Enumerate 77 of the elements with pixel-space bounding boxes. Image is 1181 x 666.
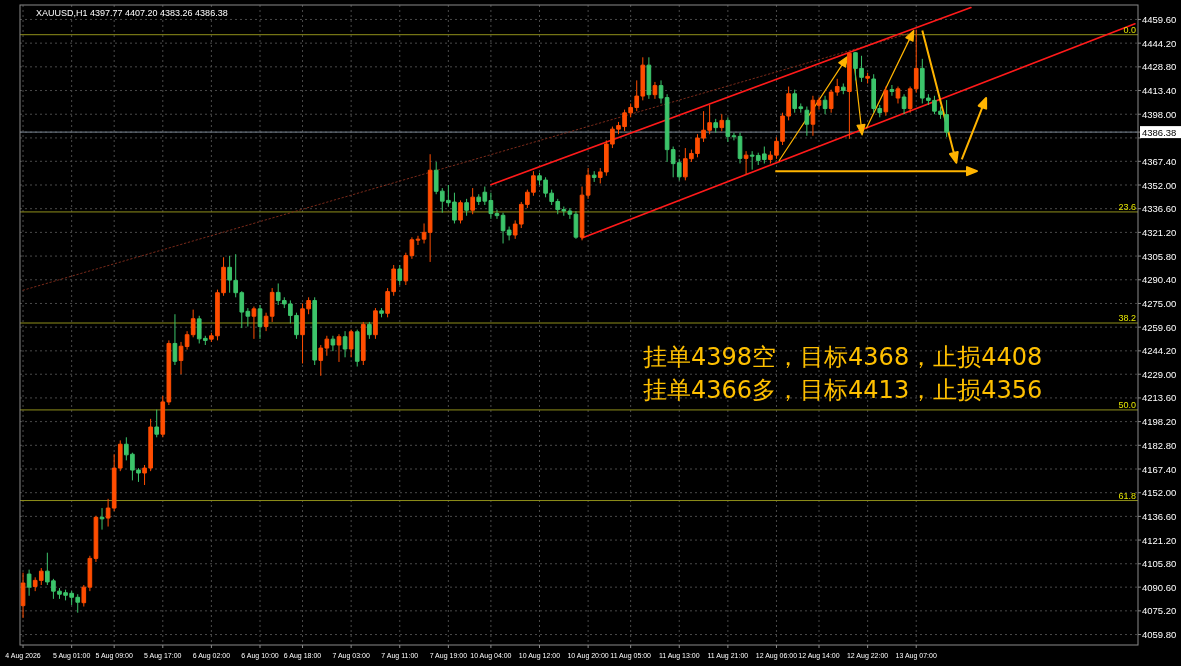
candlestick bbox=[889, 84, 895, 97]
y-tick-label: 4090.60 bbox=[1142, 581, 1177, 593]
candlestick bbox=[354, 329, 360, 368]
candlestick bbox=[494, 209, 500, 220]
candlestick bbox=[895, 86, 901, 104]
candlestick bbox=[810, 95, 816, 137]
candlestick bbox=[20, 572, 26, 619]
candlestick bbox=[901, 93, 907, 115]
y-tick-label: 4259.60 bbox=[1142, 321, 1177, 333]
y-tick-label: 4367.40 bbox=[1142, 155, 1177, 167]
candlestick bbox=[251, 306, 257, 340]
candlestick bbox=[26, 569, 32, 597]
candlestick bbox=[470, 187, 475, 215]
y-tick-label: 4244.20 bbox=[1142, 345, 1177, 357]
y-tick-label: 4121.20 bbox=[1142, 534, 1177, 546]
annotation: 挂单4398空，目标4368，止损4408 bbox=[643, 343, 1043, 371]
y-tick-label: 4413.40 bbox=[1142, 85, 1177, 97]
candlestick bbox=[257, 304, 263, 340]
y-tick-label: 4444.20 bbox=[1142, 37, 1177, 49]
y-tick-label: 4428.80 bbox=[1142, 61, 1177, 73]
candlestick bbox=[379, 307, 384, 318]
candlestick bbox=[804, 106, 810, 137]
chart-title: XAUUSD,H1 4397.77 4407.20 4383.26 4386.38 bbox=[36, 8, 228, 18]
candlestick bbox=[99, 507, 105, 531]
candlestick bbox=[348, 329, 354, 358]
y-tick-label: 4167.40 bbox=[1142, 463, 1177, 475]
candlestick bbox=[312, 296, 318, 366]
y-tick-label: 4321.20 bbox=[1142, 226, 1177, 238]
candlestick bbox=[464, 198, 469, 217]
y-tick-label: 4213.60 bbox=[1142, 392, 1177, 404]
y-tick-label: 4336.60 bbox=[1142, 203, 1177, 215]
annotation: 23.6 bbox=[1118, 201, 1136, 212]
y-tick-label: 4386.38 bbox=[1142, 126, 1177, 138]
candlestick bbox=[373, 307, 378, 340]
candlestick bbox=[713, 118, 719, 134]
candlestick bbox=[330, 335, 336, 352]
annotation: 61.8 bbox=[1118, 490, 1136, 501]
candlestick bbox=[397, 264, 403, 286]
y-tick-label: 4152.00 bbox=[1142, 487, 1177, 499]
candlestick bbox=[591, 170, 597, 183]
candlestick bbox=[865, 72, 870, 84]
y-tick-label: 4182.80 bbox=[1142, 439, 1177, 451]
candlestick bbox=[172, 313, 178, 366]
candlestick bbox=[342, 330, 348, 358]
candlestick bbox=[458, 199, 463, 224]
candlestick bbox=[336, 333, 342, 363]
candlestick bbox=[360, 321, 366, 366]
candlestick bbox=[847, 52, 852, 140]
y-tick-label: 4305.80 bbox=[1142, 250, 1177, 262]
candlestick bbox=[178, 341, 184, 375]
annotation: 0.0 bbox=[1123, 24, 1136, 35]
candlestick bbox=[816, 96, 822, 111]
candlestick bbox=[840, 82, 846, 95]
candlestick bbox=[415, 235, 421, 246]
candlestick bbox=[652, 81, 658, 100]
candlestick bbox=[743, 150, 749, 175]
y-tick-label: 4275.00 bbox=[1142, 297, 1177, 309]
y-tick-label: 4459.60 bbox=[1142, 13, 1177, 25]
candlestick bbox=[883, 86, 889, 117]
y-tick-label: 4290.40 bbox=[1142, 274, 1177, 286]
candlestick bbox=[719, 113, 725, 132]
candlestick bbox=[154, 409, 160, 438]
annotation: 38.2 bbox=[1118, 313, 1136, 323]
annotation: 50.0 bbox=[1118, 399, 1136, 410]
y-tick-label: 4136.60 bbox=[1142, 510, 1177, 522]
candlestick bbox=[737, 132, 743, 164]
annotation: 挂单4366多，目标4413，止损4356 bbox=[643, 376, 1043, 404]
candlestick bbox=[646, 56, 652, 100]
y-tick-label: 4229.00 bbox=[1142, 368, 1177, 380]
candlestick bbox=[367, 321, 372, 340]
candlestick bbox=[822, 95, 828, 115]
y-tick-label: 4075.20 bbox=[1142, 605, 1177, 617]
y-tick-label: 4352.00 bbox=[1142, 179, 1177, 191]
y-tick-label: 4105.80 bbox=[1142, 558, 1177, 570]
y-tick-label: 4059.80 bbox=[1142, 629, 1177, 641]
y-tick-label: 4398.00 bbox=[1142, 108, 1177, 120]
y-tick-label: 4198.20 bbox=[1142, 416, 1177, 428]
